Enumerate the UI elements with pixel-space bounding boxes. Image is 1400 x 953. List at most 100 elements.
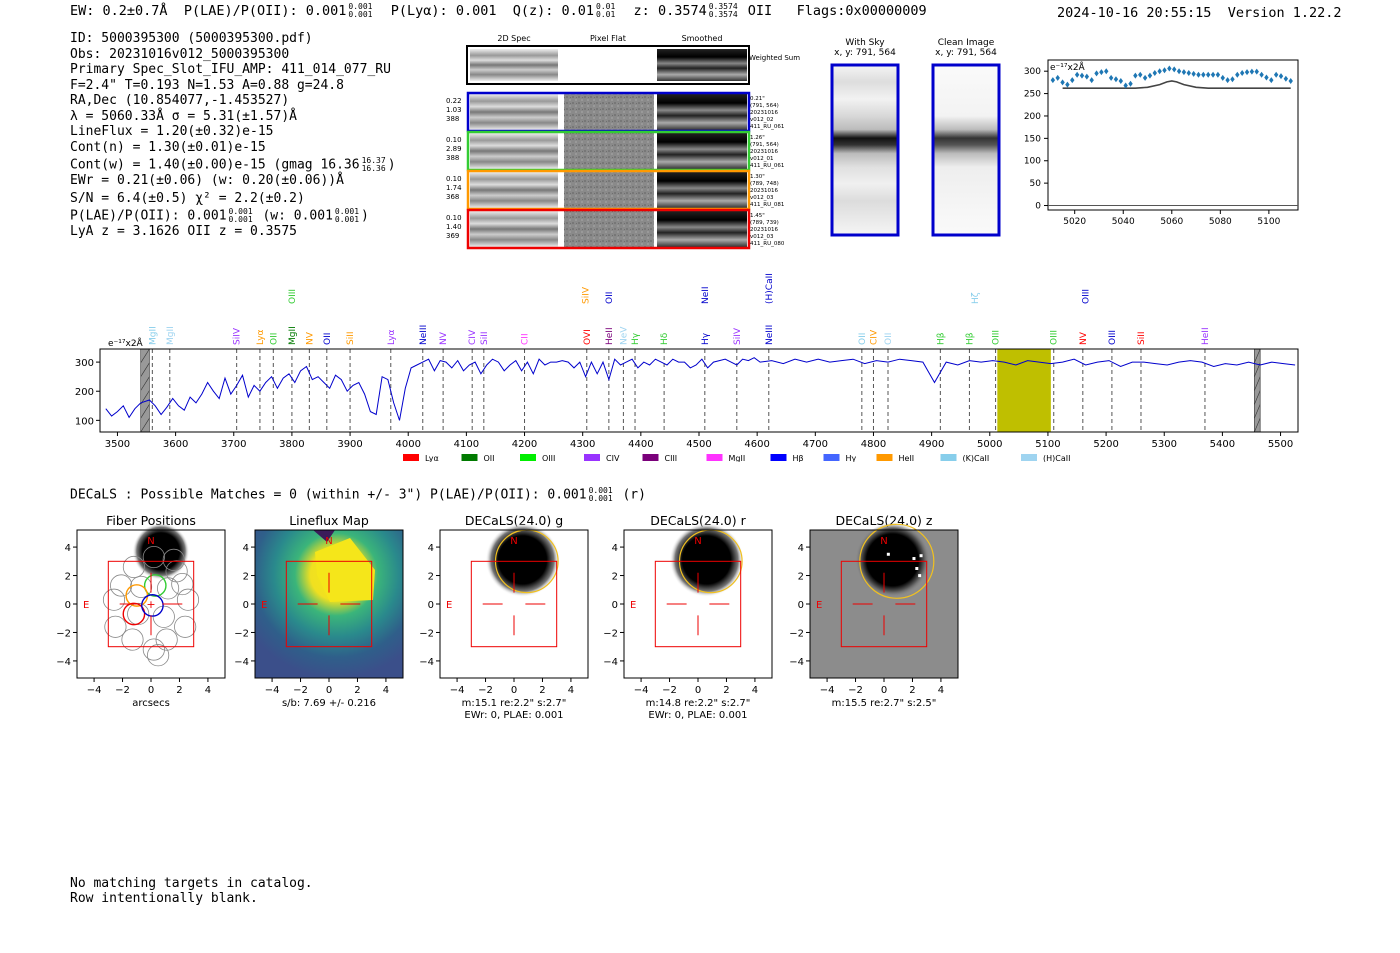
search-box	[654, 560, 742, 648]
datetime: 2024-10-16 20:55:15	[1057, 5, 1212, 21]
spectrum-upper-label: (H)CaII	[765, 273, 775, 304]
decals-xtick-label: −2	[848, 685, 863, 696]
clean-image	[931, 63, 1001, 237]
spectrum-legend-label: Lyα	[425, 454, 439, 462]
z-line: OII	[747, 3, 773, 19]
decals-xtick-label: −4	[87, 685, 102, 696]
weighted-sum-row: Weighted Sum	[466, 45, 800, 85]
decals-caption: m:14.8 re:2.2" s:2.7"	[646, 698, 751, 709]
fiber-circle	[157, 577, 180, 600]
spectrum-upper-label: Hζ	[971, 292, 981, 304]
clean-title: Clean Image	[937, 38, 995, 48]
decals-lo: 0.001	[588, 494, 613, 503]
spectrum-line-label: OII	[858, 333, 868, 345]
spectrum-xtick-label: 5300	[1152, 439, 1177, 450]
decals-summary-text: DECaLS : Possible Matches = 0 (within +/…	[70, 487, 587, 503]
decals-panel-title: Fiber Positions	[106, 513, 196, 528]
zoom-data-point	[1060, 79, 1065, 86]
version: Version 1.22.2	[1227, 5, 1342, 21]
zoom-ytick-label: 250	[1024, 90, 1041, 100]
spectrum-legend-item: Hβ	[770, 454, 804, 462]
spectrum-chart: MgII MgII SiIV Lyα OII MgII NV OII SiII Lyα NeIII N…	[75, 273, 1299, 462]
decals-xtick-label: −4	[634, 685, 649, 696]
spectrum-line-label: OIII	[1108, 330, 1118, 345]
zoom-data-point	[1138, 71, 1143, 78]
fiber-circle	[121, 628, 144, 651]
zoom-xtick-label: 5060	[1160, 217, 1183, 227]
zoom-data-point	[1099, 69, 1104, 76]
info-line: LineFlux = 1.20(±0.32)e-15	[70, 124, 274, 139]
fiber-circle	[162, 548, 185, 571]
spectrum-xtick-label: 5000	[977, 439, 1002, 450]
plae-w-hi: 0.001	[334, 207, 360, 216]
decals-ytick-label: 0	[243, 600, 249, 611]
contw-text: Cont(w) = 1.40(±0.00)e-15 (gmag 16.36	[70, 157, 360, 173]
east-label: E	[630, 600, 636, 611]
info-line: Cont(n) = 1.30(±0.01)e-15	[70, 139, 266, 155]
zoom-data-point	[1050, 77, 1056, 84]
weighted-label: Weighted Sum	[749, 54, 800, 62]
decals-ytick-label: −4	[419, 657, 434, 668]
north-label: N	[510, 536, 517, 547]
cutout-row-right-label: 411_RU_061	[750, 124, 784, 130]
sky-clean-images	[830, 63, 1001, 237]
source-blob	[669, 522, 744, 597]
spectrum-line-label: Hδ	[660, 332, 670, 345]
north-label: N	[325, 536, 332, 547]
decals-ytick-label: −4	[234, 657, 249, 668]
spectrum-legend-item: (H)CaII	[1021, 454, 1070, 462]
decals-ytick-label: −2	[56, 628, 71, 639]
info-line: λ = 5060.33Å σ = 5.31(±1.57)Å	[70, 108, 297, 124]
spectrum-bg	[100, 349, 1298, 432]
spectrum-xtick-label: 4200	[512, 439, 537, 450]
fiber-blue	[141, 594, 164, 617]
cutout-row-right-label: 1.30"	[750, 174, 765, 180]
north-label: N	[147, 536, 154, 547]
decals-ytick-label: 2	[243, 572, 249, 583]
z-label: z:	[633, 3, 650, 19]
fiber-circle	[171, 573, 194, 596]
spectrum-upper-label: OIII	[288, 289, 298, 304]
spectrum-legend-item: MgII	[706, 454, 746, 462]
decals-ytick-label: 0	[798, 600, 804, 611]
decals-xtick-label: 0	[881, 685, 887, 696]
spectrum-line-label: Hβ	[965, 332, 975, 345]
info-block: ID: 5000395300 (5000395300.pdf) Obs: 202…	[70, 31, 396, 240]
cutout-row-right-label: 20231016	[750, 110, 778, 116]
cutout-row-frame	[466, 208, 751, 250]
spectrum-xtick-label: 4400	[628, 439, 653, 450]
fiber-circle	[147, 644, 170, 667]
cutout-row-left-label: 2.89	[446, 145, 462, 153]
decals-panel-title: DECaLS(24.0) g	[465, 513, 563, 528]
decals-ytick-label: 2	[798, 572, 804, 583]
spectrum-legend-label: OIII	[542, 454, 555, 462]
cutout-row-left-label: 1.74	[446, 184, 462, 192]
decals-caption: s/b: 7.69 +/- 0.216	[282, 698, 376, 709]
spectrum-ytick-label: 200	[75, 387, 94, 398]
decals-ytick-label: 0	[612, 600, 618, 611]
spectrum-legend-label: MgII	[729, 454, 746, 462]
spectrum-xtick-label: 4800	[861, 439, 886, 450]
with-sky-title: With Sky	[845, 38, 885, 48]
decals-xtick-label: −2	[662, 685, 677, 696]
zoom-data-point	[1113, 76, 1119, 83]
spectrum-upper-label: NeII	[701, 286, 711, 304]
decals-xtick-label: 4	[568, 685, 574, 696]
decals-ytick-label: 4	[428, 543, 434, 554]
cutout-row-left-label: 0.10	[446, 175, 462, 183]
cutout-row-left-label: 0.22	[446, 97, 462, 105]
decals-caption: EWr: 0, PLAE: 0.001	[464, 710, 563, 721]
spectrum-legend-item: Hγ	[823, 454, 857, 462]
info-line: RA,Dec (10.854077,-1.453527)	[70, 93, 290, 108]
fiber-circle	[142, 545, 165, 569]
source-blob	[855, 522, 930, 597]
zoom-axes	[1047, 59, 1299, 211]
zoom-data-point	[1055, 74, 1060, 81]
spectrum-legend-item: OIII	[520, 454, 555, 462]
plae-label: P(LAE)/P(OII):	[183, 3, 298, 19]
spectrum-ytick-label: 300	[75, 358, 94, 369]
